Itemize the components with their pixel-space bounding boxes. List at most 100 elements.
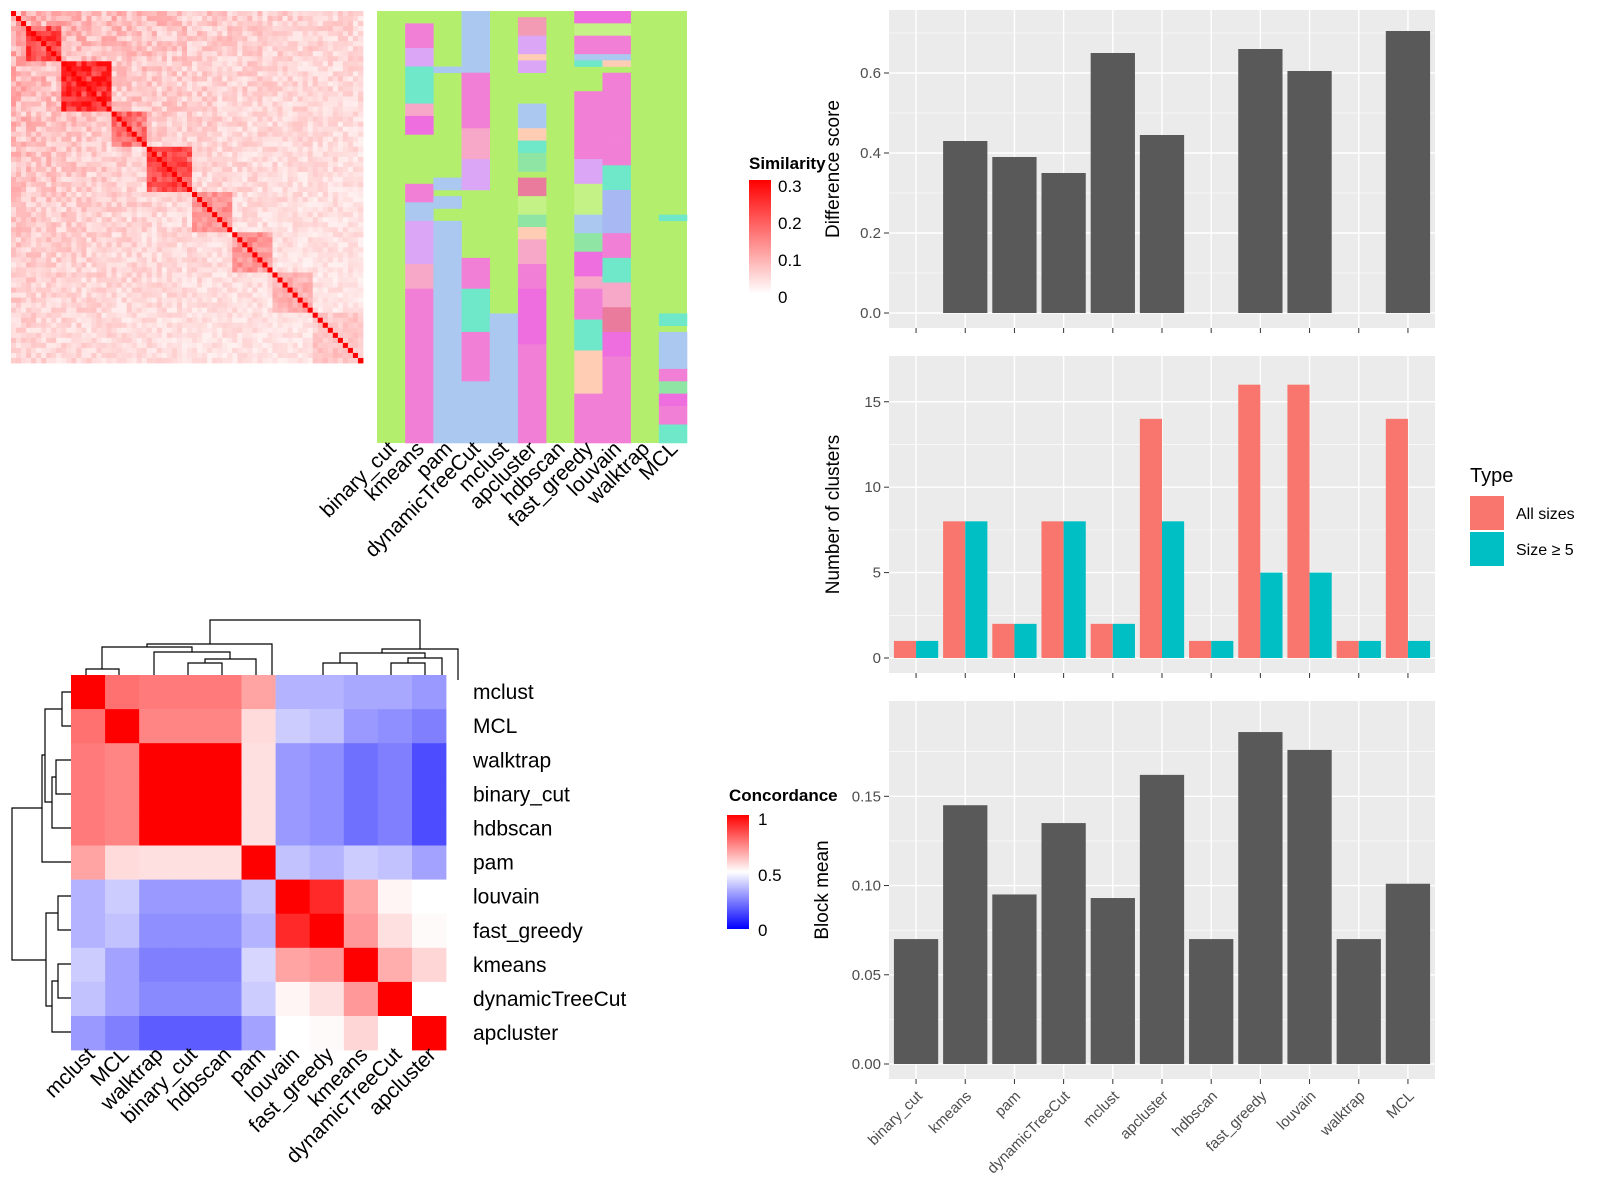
similarity-cell (161, 267, 168, 273)
similarity-cell (317, 212, 324, 218)
similarity-cell (56, 41, 62, 47)
similarity-cell (156, 282, 163, 288)
similarity-cell (171, 262, 178, 268)
similarity-cell (302, 56, 309, 62)
similarity-cell (237, 111, 243, 117)
similarity-cell (51, 106, 57, 112)
similarity-cell (121, 81, 128, 87)
similarity-cell (222, 272, 228, 278)
similarity-cell (126, 136, 133, 143)
similarity-cell (81, 121, 87, 128)
similarity-cell (237, 91, 243, 97)
class-cell (602, 54, 631, 61)
similarity-cell (297, 111, 304, 117)
similarity-cell (352, 232, 359, 238)
similarity-cell (136, 222, 143, 228)
similarity-cell (116, 277, 123, 283)
similarity-cell (141, 347, 148, 354)
similarity-cell (96, 192, 102, 198)
similarity-cell (287, 352, 293, 359)
similarity-cell (36, 126, 42, 133)
similarity-cell (36, 86, 42, 92)
similarity-cell (81, 237, 87, 243)
similarity-cell (222, 36, 228, 42)
similarity-cell (287, 86, 293, 92)
similarity-cell (36, 232, 42, 238)
similarity-cell (171, 121, 178, 128)
similarity-cell (26, 31, 32, 37)
similarity-cell (31, 337, 37, 344)
similarity-cell (237, 36, 243, 42)
similarity-cell (237, 131, 243, 138)
similarity-cell (16, 136, 22, 143)
similarity-cell (161, 21, 168, 27)
similarity-cell (297, 207, 304, 213)
similarity-cell (111, 202, 117, 208)
similarity-cell (327, 116, 334, 123)
similarity-cell (56, 287, 62, 293)
similarity-cell (357, 171, 364, 178)
similarity-cell (86, 81, 92, 87)
similarity-cell (247, 136, 253, 143)
similarity-cell (181, 156, 188, 163)
similarity-cell (217, 81, 223, 87)
similarity-cell (232, 357, 238, 364)
similarity-cell (111, 171, 117, 178)
similarity-cell (232, 141, 238, 148)
similarity-cell (212, 41, 218, 47)
similarity-cell (242, 76, 248, 82)
similarity-cell (347, 71, 354, 77)
similarity-cell (136, 257, 143, 263)
similarity-cell (81, 91, 87, 97)
similarity-cell (181, 352, 188, 359)
similarity-cell (166, 337, 173, 344)
similarity-cell (156, 332, 163, 339)
similarity-cell (126, 317, 133, 324)
similarity-cell (247, 31, 253, 37)
similarity-cell (312, 252, 319, 258)
similarity-cell (146, 61, 153, 67)
class-cell (574, 288, 603, 320)
similarity-cell (41, 81, 47, 87)
similarity-cell (16, 252, 22, 258)
similarity-cell (217, 352, 223, 359)
similarity-cell (212, 16, 218, 22)
similarity-cell (252, 36, 258, 42)
similarity-cell (252, 46, 258, 52)
similarity-cell (136, 337, 143, 344)
similarity-cell (36, 272, 42, 278)
similarity-cell (126, 292, 133, 299)
similarity-cell (126, 332, 133, 339)
similarity-cell (297, 212, 304, 218)
similarity-cell (166, 26, 173, 32)
similarity-cell (332, 307, 339, 314)
similarity-cell (212, 161, 218, 168)
similarity-cell (46, 297, 52, 304)
similarity-cell (101, 56, 107, 62)
similarity-cell (56, 106, 62, 112)
similarity-cell (106, 146, 112, 153)
similarity-cell (272, 282, 278, 288)
similarity-cell (66, 146, 72, 153)
similarity-cell (332, 11, 339, 17)
similarity-cell (342, 327, 349, 334)
similarity-cell (91, 166, 97, 173)
similarity-cell (126, 237, 133, 243)
similarity-cell (317, 11, 324, 17)
similarity-cell (297, 222, 304, 228)
similarity-cell (347, 287, 354, 293)
similarity-cell (207, 26, 213, 32)
similarity-cell (66, 212, 72, 218)
similarity-cell (51, 26, 57, 32)
similarity-cell (307, 181, 314, 188)
similarity-cell (26, 192, 32, 198)
similarity-cell (66, 217, 72, 223)
similarity-cell (56, 202, 62, 208)
similarity-cell (252, 242, 258, 248)
similarity-cell (106, 136, 112, 143)
similarity-cell (267, 156, 273, 163)
similarity-cell (267, 217, 273, 223)
similarity-cell (357, 327, 364, 334)
similarity-cell (21, 267, 27, 273)
similarity-cell (166, 197, 173, 203)
